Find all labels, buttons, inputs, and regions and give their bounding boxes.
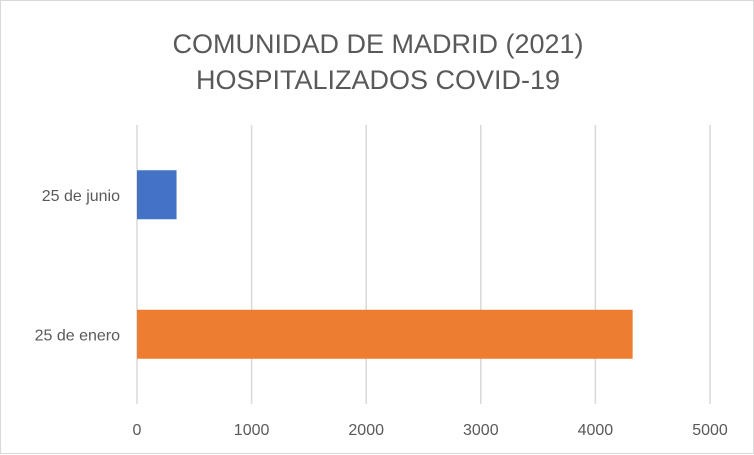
chart-title-line-1: COMUNIDAD DE MADRID (2021) (172, 29, 583, 59)
x-tick-label: 5000 (692, 422, 728, 439)
x-tick-label: 4000 (578, 422, 614, 439)
x-tick-label: 2000 (348, 422, 384, 439)
bar-2 (137, 309, 633, 359)
category-label: 25 de junio (42, 188, 120, 205)
chart-title-line-2: HOSPITALIZADOS COVID-19 (196, 65, 560, 95)
x-tick-label: 3000 (463, 422, 499, 439)
category-label: 25 de enero (35, 327, 121, 344)
bar-1 (137, 170, 177, 220)
x-tick-label: 1000 (234, 422, 270, 439)
x-tick-label: 0 (133, 422, 142, 439)
